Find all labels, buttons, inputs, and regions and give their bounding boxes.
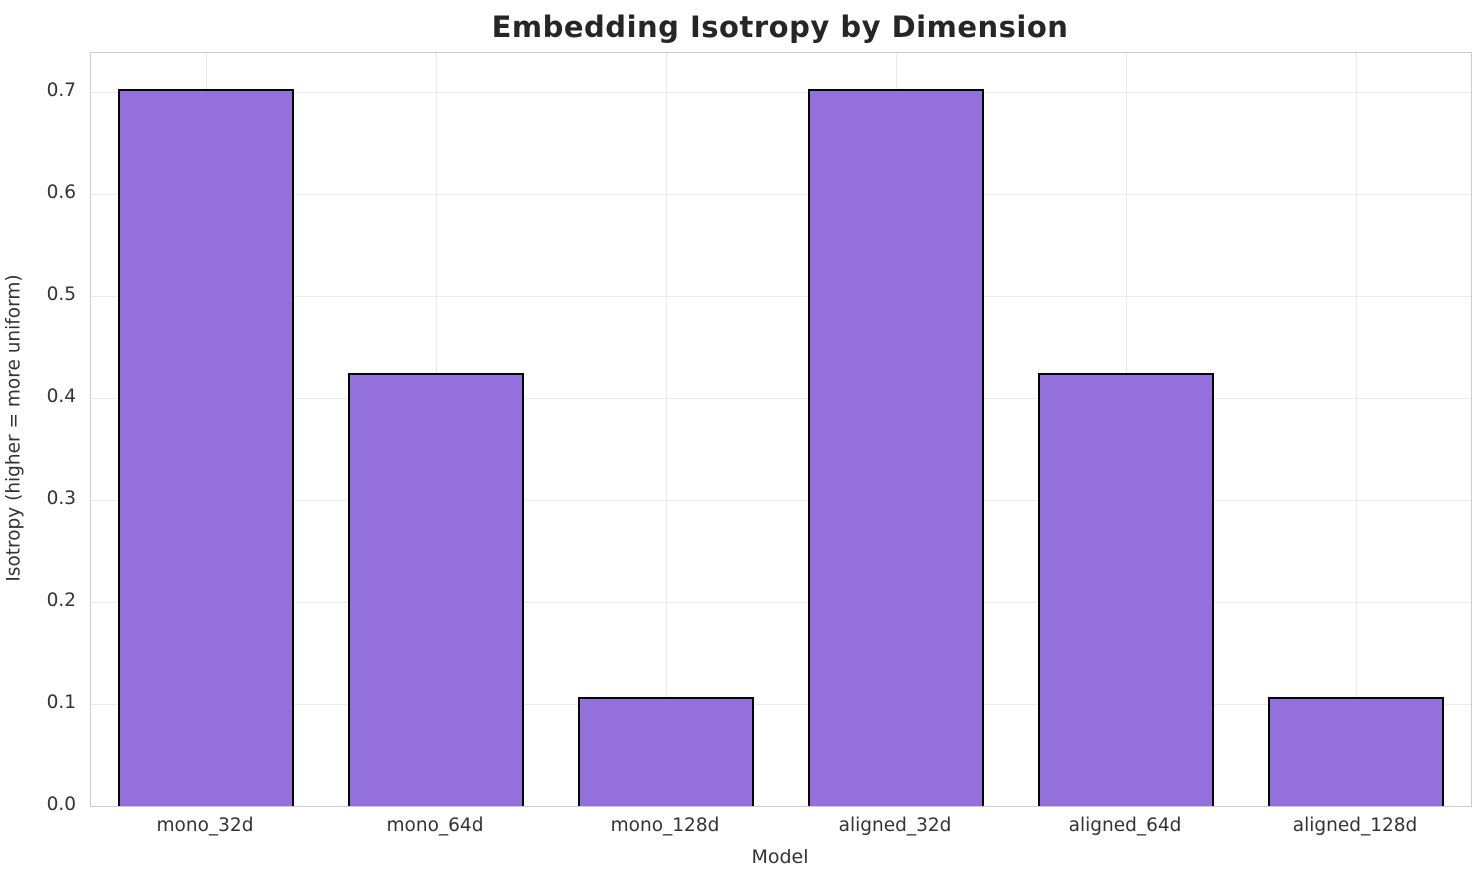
x-tick-label: aligned_64d bbox=[1068, 815, 1182, 836]
horizontal-gridline bbox=[91, 91, 1471, 93]
y-tick-label: 0.1 bbox=[46, 691, 76, 713]
y-tick-label: 0.4 bbox=[46, 385, 76, 407]
y-tick-label: 0.2 bbox=[46, 589, 76, 611]
x-axis-label: Model bbox=[751, 846, 809, 868]
horizontal-gridline bbox=[91, 295, 1471, 297]
y-tick-label: 0.6 bbox=[46, 181, 76, 203]
vertical-gridline bbox=[1356, 53, 1357, 806]
x-tick-label: aligned_32d bbox=[838, 815, 952, 836]
vertical-gridline bbox=[666, 53, 667, 806]
chart-title: Embedding Isotropy by Dimension bbox=[491, 10, 1069, 44]
y-axis-label: Isotropy (higher = more uniform) bbox=[3, 274, 25, 582]
horizontal-gridline bbox=[91, 703, 1471, 705]
y-tick-label: 0.3 bbox=[46, 487, 76, 509]
y-tick-label: 0.0 bbox=[46, 794, 76, 815]
bar-mono_32d bbox=[118, 89, 294, 806]
bar-aligned_128d bbox=[1268, 697, 1444, 806]
bar-mono_128d bbox=[578, 697, 754, 806]
bar-aligned_32d bbox=[808, 89, 984, 806]
x-tick-label: mono_32d bbox=[156, 815, 254, 836]
bar-aligned_64d bbox=[1038, 373, 1214, 806]
x-tick-label: aligned_128d bbox=[1292, 815, 1418, 836]
x-tick-label: mono_128d bbox=[610, 815, 720, 836]
horizontal-gridline bbox=[91, 601, 1471, 603]
bar-mono_64d bbox=[348, 373, 524, 806]
horizontal-gridline bbox=[91, 397, 1471, 399]
y-tick-label: 0.7 bbox=[46, 79, 76, 101]
x-tick-label: mono_64d bbox=[386, 815, 484, 836]
y-tick-label: 0.5 bbox=[46, 283, 76, 305]
horizontal-gridline bbox=[91, 499, 1471, 501]
plot-area bbox=[90, 52, 1472, 807]
horizontal-gridline bbox=[91, 193, 1471, 195]
